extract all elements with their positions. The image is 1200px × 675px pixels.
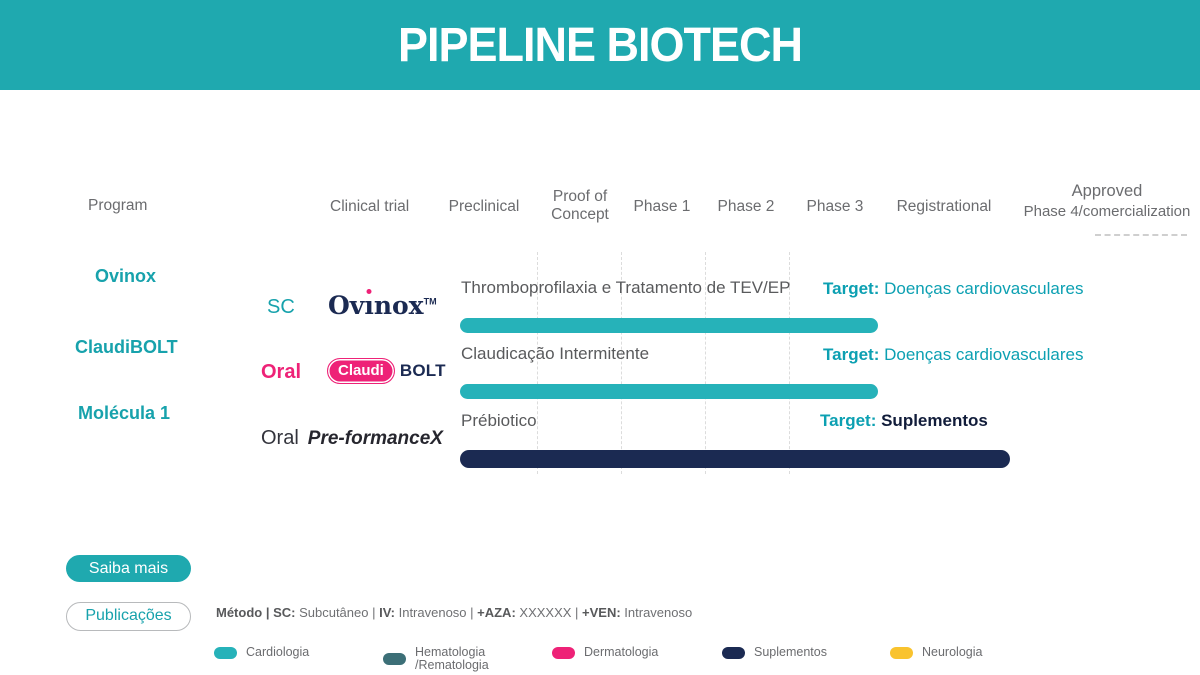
target-value: Doenças cardiovasculares xyxy=(884,345,1084,364)
grid-separator xyxy=(789,252,790,474)
grid-separator xyxy=(705,252,706,474)
program-name-molecula1: Molécula 1 xyxy=(78,403,171,423)
proof-line1: Proof of xyxy=(552,188,608,205)
column-header-proof-of-concept: Proof of Concept xyxy=(551,188,609,224)
route-oral-molecula1: Oral xyxy=(261,427,299,449)
program-name-claudibolt: ClaudiBOLT xyxy=(75,337,178,357)
header-band: PIPELINE BIOTECH xyxy=(0,0,1200,90)
target-label: Target: xyxy=(823,345,880,364)
approved-line1: Approved xyxy=(1071,182,1143,200)
legend-label: Suplementos xyxy=(754,645,827,659)
legend-label: Dermatologia xyxy=(584,645,659,659)
method-iv-value: Intravenoso | xyxy=(394,605,478,620)
column-header-program: Program xyxy=(88,197,148,214)
page-title: PIPELINE BIOTECH xyxy=(397,16,803,72)
target-value: Doenças cardiovasculares xyxy=(884,279,1084,298)
method-ven-value: Intravenoso xyxy=(620,605,693,620)
legend-label-line2: /Rematologia xyxy=(415,658,489,672)
column-header-phase2: Phase 2 xyxy=(717,198,775,215)
legend-swatch-3 xyxy=(722,646,745,659)
target-row2: Target: Doenças cardiovasculares xyxy=(823,345,1083,365)
method-word: Método | xyxy=(216,605,274,620)
target-label: Target: xyxy=(820,411,877,430)
grid-separator xyxy=(621,252,622,474)
column-header-registrational: Registrational xyxy=(896,198,992,215)
bolt-word: BOLT xyxy=(399,361,446,380)
method-iv-label: IV: xyxy=(379,605,395,620)
legend-swatch-4 xyxy=(890,646,913,659)
column-header-clinical-trial: Clinical trial xyxy=(330,198,410,215)
pipeline-bar-1 xyxy=(460,384,878,399)
ovinox-logo-pre: Ov xyxy=(328,291,365,320)
legend-swatch-1 xyxy=(383,653,406,665)
molecula1-route-and-brand: Oral Pre-formanceX xyxy=(261,427,443,450)
publicacoes-button[interactable]: Publicações xyxy=(66,602,191,631)
legend-label: Hematologia /Rematologia xyxy=(415,646,489,672)
program-name-ovinox: Ovinox xyxy=(95,266,157,286)
indication-row1: Thromboprofilaxia e Tratamento de TEV/EP xyxy=(461,278,791,297)
ovinox-logo-post: nox xyxy=(373,291,424,320)
legend-label-line1: Hematologia xyxy=(415,645,486,659)
legend-swatch-0 xyxy=(214,646,237,659)
proof-line2: Concept xyxy=(551,206,609,223)
method-sc-value: Subcutâneo | xyxy=(295,605,380,620)
approved-dashed-underline xyxy=(1095,234,1187,236)
saiba-mais-button[interactable]: Saiba mais xyxy=(66,555,191,582)
target-row1: Target: Doenças cardiovasculares xyxy=(823,279,1083,299)
legend-label: Cardiologia xyxy=(246,645,310,659)
indication-row3: Prébiotico xyxy=(461,411,537,430)
column-header-approved: Approved Phase 4/comercialization xyxy=(1024,182,1191,220)
method-ven-label: +VEN: xyxy=(582,605,621,620)
indication-row2: Claudicação Intermitente xyxy=(461,344,650,363)
method-footnote: Método | SC: Subcutâneo | IV: Intravenos… xyxy=(216,605,692,620)
route-sc: SC xyxy=(267,296,295,318)
method-sc-label: SC: xyxy=(273,605,296,620)
legend-item-cardiologia: Cardiologia xyxy=(214,646,309,659)
method-aza-label: +AZA: xyxy=(477,605,516,620)
method-aza-value: XXXXXX | xyxy=(515,605,583,620)
ovinox-logo-i-pink-dot: ı xyxy=(364,291,374,320)
grid-separator xyxy=(537,252,538,474)
target-value: Suplementos xyxy=(881,411,988,430)
claudi-pill-badge: Claudi xyxy=(327,358,395,384)
route-oral-claudibolt: Oral xyxy=(261,361,302,383)
legend-item-hematologia: Hematologia /Rematologia xyxy=(383,646,489,672)
column-header-phase1: Phase 1 xyxy=(633,198,691,215)
claudibolt-brand-logo: Claudi BOLT xyxy=(327,358,446,384)
preformancex-brand-logo: Pre-formanceX xyxy=(307,428,443,449)
approved-line2: Phase 4/comercialization xyxy=(1023,203,1191,220)
legend-item-suplementos: Suplementos xyxy=(722,646,827,659)
ovinox-brand-logo: OvınoxTM xyxy=(328,291,437,320)
column-header-preclinical: Preclinical xyxy=(448,198,520,215)
legend-item-dermatologia: Dermatologia xyxy=(552,646,658,659)
trademark-symbol: TM xyxy=(423,296,437,307)
target-label: Target: xyxy=(823,279,880,298)
column-header-phase3: Phase 3 xyxy=(806,198,864,215)
legend-label: Neurologia xyxy=(922,645,983,659)
target-row3: Target: Suplementos xyxy=(820,411,988,431)
pipeline-bar-0 xyxy=(460,318,878,333)
legend-item-neurologia: Neurologia xyxy=(890,646,982,659)
pipeline-bar-2 xyxy=(460,450,1010,468)
legend-swatch-2 xyxy=(552,646,575,659)
